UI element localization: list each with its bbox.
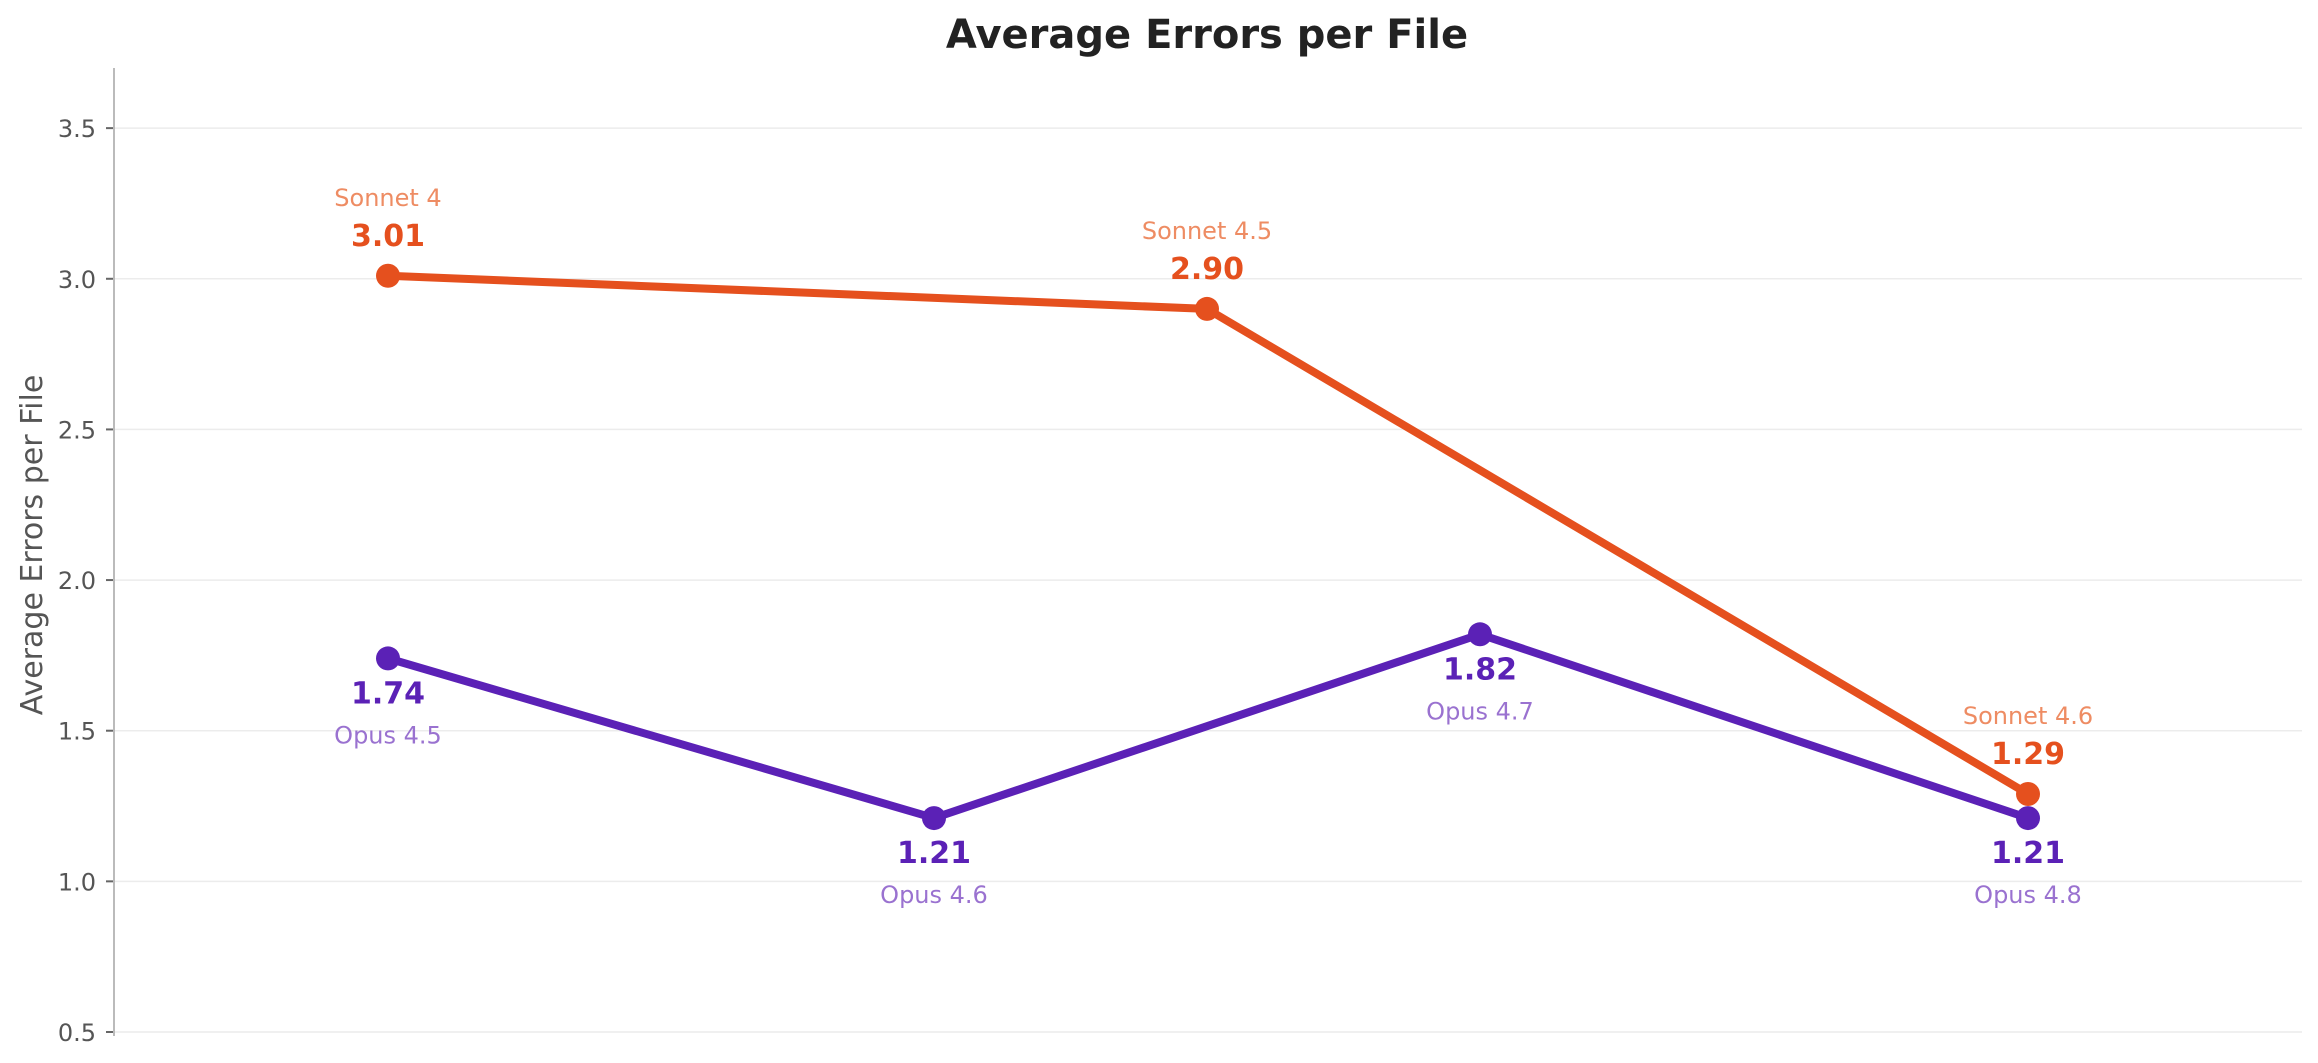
y-tick-label-0: 0.5 [58, 1019, 96, 1047]
data-point-0-0 [376, 263, 400, 288]
point-name-label-1-3: Opus 4.8 [1974, 881, 2082, 909]
value-label-1-1: 1.21 [897, 836, 971, 871]
point-name-label-1-2: Opus 4.7 [1426, 697, 1534, 725]
y-tick-label-3: 2.0 [58, 567, 96, 595]
value-label-0-2: 1.29 [1991, 737, 2065, 772]
value-label-0-0: 3.01 [351, 219, 425, 254]
y-tick-label-1: 1.0 [58, 868, 96, 896]
data-point-1-2 [1468, 622, 1492, 647]
series-layer [376, 263, 2040, 831]
data-point-0-1 [1195, 296, 1219, 321]
point-name-label-1-0: Opus 4.5 [334, 721, 442, 749]
value-label-1-0: 1.74 [351, 676, 425, 711]
y-tick-label-2: 1.5 [58, 718, 96, 746]
series-line-1 [384, 630, 2032, 823]
point-name-label-0-0: Sonnet 4 [334, 184, 441, 212]
value-label-1-3: 1.21 [1991, 836, 2065, 871]
y-tick-label-4: 2.5 [58, 416, 96, 444]
y-tick-label-6: 3.5 [58, 115, 96, 143]
y-tick-label-5: 3.0 [58, 266, 96, 294]
y-axis: 0.5 1.0 1.5 2.0 2.5 3.0 3.5 [58, 68, 115, 1047]
data-point-1-3 [2016, 806, 2040, 831]
series-line-0 [384, 271, 2032, 798]
value-label-0-1: 2.90 [1170, 252, 1244, 287]
point-name-label-0-2: Sonnet 4.6 [1963, 702, 2093, 730]
data-point-1-0 [376, 646, 400, 671]
data-labels: 3.01 Sonnet 4 2.90 Sonnet 4.5 1.29 Sonnet 4.6… [334, 184, 2093, 909]
y-axis-label: Average Errors per File [15, 375, 50, 716]
data-point-0-2 [2016, 781, 2040, 806]
chart-title: Average Errors per File [946, 12, 1468, 58]
point-name-label-1-1: Opus 4.6 [880, 881, 988, 909]
point-name-label-0-1: Sonnet 4.5 [1142, 217, 1272, 245]
value-label-1-2: 1.82 [1443, 652, 1517, 687]
data-point-1-1 [922, 806, 946, 831]
